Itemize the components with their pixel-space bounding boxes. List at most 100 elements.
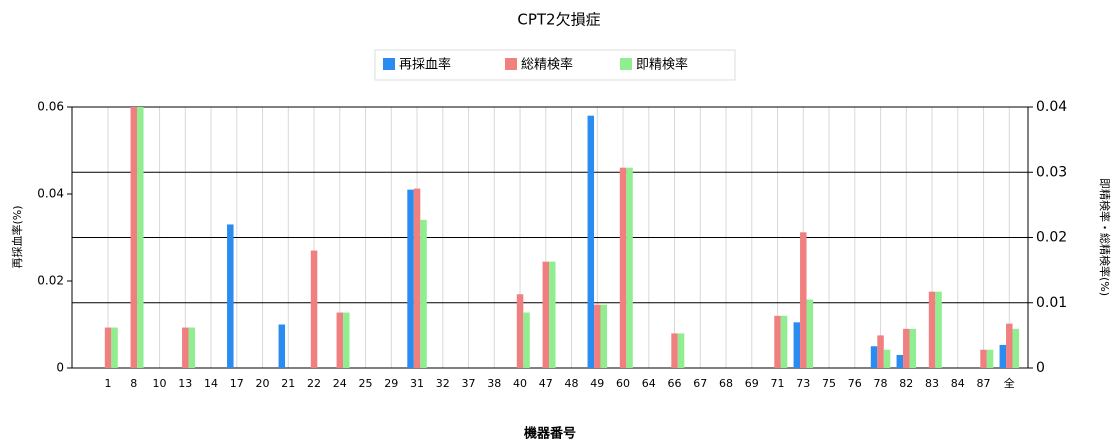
x-tick-label: 全	[1004, 376, 1015, 390]
bar	[130, 107, 138, 368]
x-tick-label: 20	[256, 377, 270, 390]
y2-tick-label: 0.02	[1036, 230, 1067, 246]
x-tick-label: 71	[771, 377, 785, 390]
bar	[594, 304, 601, 368]
bar	[780, 315, 788, 368]
x-tick-label: 67	[693, 377, 707, 390]
bar	[137, 107, 144, 368]
bar	[310, 250, 318, 368]
legend-label: 即精検率	[636, 57, 688, 73]
bar	[677, 333, 685, 368]
bar	[671, 333, 678, 368]
x-tick-label: 24	[333, 377, 347, 390]
x-tick-label: 10	[153, 377, 167, 390]
x-tick-label: 47	[539, 377, 553, 390]
bar	[793, 322, 801, 368]
bar	[986, 349, 994, 368]
x-tick-label: 21	[281, 377, 295, 390]
x-tick-label: 78	[874, 377, 888, 390]
x-tick-label: 76	[848, 377, 862, 390]
x-tick-label: 37	[462, 377, 476, 390]
x-tick-label: 87	[977, 377, 991, 390]
x-tick-label: 14	[204, 377, 218, 390]
x-tick-label: 64	[642, 377, 656, 390]
x-tick-label: 48	[565, 377, 579, 390]
x-tick-label: 13	[178, 377, 192, 390]
x-tick-label: 66	[668, 377, 682, 390]
y-tick-label: 0	[56, 361, 64, 375]
bar	[806, 299, 814, 368]
x-tick-label: 69	[745, 377, 759, 390]
y2-tick-label: 0.04	[1036, 99, 1067, 115]
bar	[336, 312, 344, 368]
bar	[1006, 323, 1013, 368]
x-tick-label: 8	[130, 377, 137, 390]
x-tick-label: 29	[384, 377, 398, 390]
bar	[343, 312, 350, 368]
y2-tick-label: 0.03	[1036, 164, 1067, 180]
bar	[870, 346, 878, 368]
x-tick-label: 75	[822, 377, 836, 390]
bar	[516, 294, 524, 368]
x-tick-label: 82	[899, 377, 913, 390]
bar	[774, 315, 781, 368]
bar	[883, 349, 891, 368]
bar	[523, 312, 530, 368]
bar	[626, 167, 633, 368]
bar	[1012, 328, 1020, 368]
bar	[877, 335, 884, 368]
bar	[587, 115, 595, 368]
bar	[182, 327, 189, 368]
legend-swatch	[383, 58, 395, 70]
y2-tick-label: 0.01	[1036, 295, 1067, 311]
bar	[928, 291, 936, 368]
x-tick-label: 1	[105, 377, 112, 390]
bar	[227, 224, 234, 368]
bar	[999, 344, 1007, 368]
legend-swatch	[620, 58, 632, 70]
legend-label: 総精検率	[521, 57, 573, 73]
bar	[104, 327, 112, 368]
bar	[600, 304, 608, 368]
bar	[542, 261, 550, 368]
x-tick-label: 25	[359, 377, 373, 390]
x-tick-label: 40	[513, 377, 527, 390]
x-tick-label: 22	[307, 377, 321, 390]
legend-label: 再採血率	[399, 57, 451, 73]
y-axis-label: 再採血率(%)	[10, 205, 24, 268]
x-tick-label: 17	[230, 377, 244, 390]
bar	[278, 324, 286, 368]
x-tick-label: 83	[925, 377, 939, 390]
x-tick-label: 68	[719, 377, 733, 390]
x-tick-label: 49	[590, 377, 604, 390]
y-tick-label: 0.02	[37, 274, 64, 288]
bar	[111, 327, 118, 368]
bar	[619, 167, 627, 368]
bar	[903, 328, 910, 368]
bar	[420, 219, 427, 368]
bar	[188, 327, 196, 368]
bar	[896, 354, 904, 368]
x-tick-label: 73	[796, 377, 810, 390]
bar	[935, 291, 942, 368]
bar	[980, 349, 987, 368]
bar	[800, 232, 807, 368]
x-tick-label: 32	[436, 377, 450, 390]
x-tick-label: 84	[951, 377, 965, 390]
bar	[549, 261, 556, 368]
y-tick-label: 0.06	[37, 100, 64, 114]
x-tick-label: 38	[487, 377, 501, 390]
x-tick-label: 31	[410, 377, 424, 390]
bar	[909, 328, 917, 368]
x-axis-label: 機器番号	[524, 426, 576, 442]
y2-axis-label: 即精検率・総精検率(%)	[1098, 178, 1112, 296]
chart-title: CPT2欠損症	[517, 11, 600, 29]
x-tick-label: 60	[616, 377, 630, 390]
y2-tick-label: 0	[1036, 360, 1045, 376]
bar	[413, 188, 421, 368]
legend-swatch	[505, 58, 517, 70]
legend-frame	[374, 49, 736, 81]
y-tick-label: 0.04	[37, 187, 64, 201]
bar	[407, 189, 414, 368]
